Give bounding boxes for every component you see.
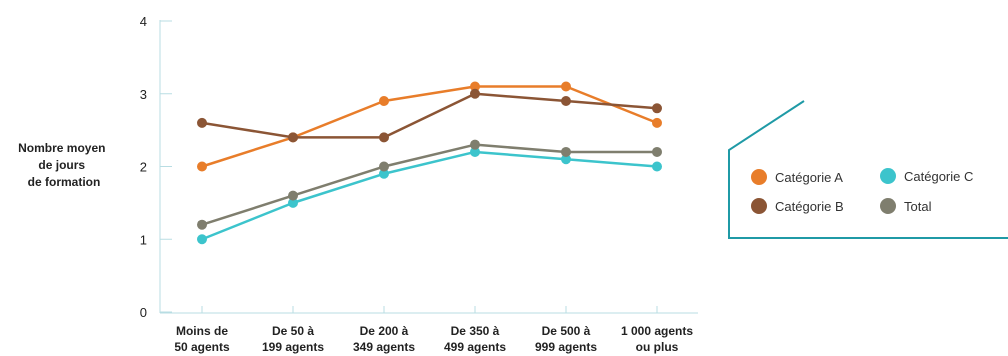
x-tick-label: De 500 à 999 agents	[535, 324, 597, 354]
legend-marker	[751, 169, 767, 185]
x-tick-label-line: De 200 à	[360, 324, 409, 338]
x-tick-label-line: 199 agents	[262, 340, 324, 354]
series-line	[201, 150, 658, 241]
data-point	[470, 139, 480, 150]
data-point	[652, 117, 662, 128]
y-axis-label: Nombre moyen de jours de formation	[18, 139, 110, 189]
data-point	[652, 146, 662, 157]
legend-marker	[880, 168, 896, 184]
y-axis-label-line: de formation	[28, 175, 101, 189]
data-point	[652, 161, 662, 172]
data-point	[652, 103, 662, 114]
legend-item: Total	[880, 198, 932, 214]
x-tick-label-line: De 350 à	[451, 324, 500, 338]
legend-frame	[728, 100, 1008, 239]
data-point	[561, 96, 571, 107]
y-tick-label: 4	[140, 14, 147, 29]
x-tick-label-line: 999 agents	[535, 340, 597, 354]
x-tick-label-line: ou plus	[636, 340, 679, 354]
data-point	[379, 161, 389, 172]
x-tick-label-line: 50 agents	[174, 340, 230, 354]
legend-item: Catégorie B	[751, 198, 844, 214]
series-line	[201, 92, 658, 139]
x-tick-label: De 200 à 349 agents	[353, 324, 415, 354]
x-tick-label-line: De 500 à	[542, 324, 591, 338]
y-axis-label-line: de jours	[38, 158, 85, 172]
data-point	[470, 81, 480, 92]
legend-marker	[880, 198, 896, 214]
legend-item: Catégorie C	[880, 168, 973, 184]
x-tick-label-line: Moins de	[176, 324, 228, 338]
data-point	[197, 234, 207, 245]
x-axis-ticks: Moins de 50 agents De 50 à 199 agents De 200…	[174, 306, 693, 354]
legend-label: Catégorie A	[775, 170, 843, 185]
data-point	[288, 190, 298, 201]
y-axis-label-line: Nombre moyen	[18, 141, 105, 155]
x-tick-label: De 350 à 499 agents	[444, 324, 506, 354]
data-point	[470, 88, 480, 99]
x-tick-label: Moins de 50 agents	[174, 324, 230, 354]
data-point	[197, 117, 207, 128]
legend-label: Total	[904, 199, 932, 214]
y-tick-label: 0	[140, 305, 147, 320]
x-tick-label-line: De 50 à	[272, 324, 314, 338]
data-point	[379, 132, 389, 143]
x-tick-label-line: 349 agents	[353, 340, 415, 354]
data-point	[288, 197, 298, 208]
data-point	[197, 161, 207, 172]
legend-item: Catégorie A	[751, 169, 843, 185]
data-point	[561, 154, 571, 165]
legend-label: Catégorie C	[904, 169, 973, 184]
series-line	[201, 85, 658, 168]
data-point	[470, 146, 480, 157]
legend-label: Catégorie B	[775, 199, 844, 214]
x-tick-label: De 50 à 199 agents	[262, 324, 324, 354]
data-point	[379, 168, 389, 179]
y-tick-label: 1	[140, 232, 147, 247]
series-line	[201, 143, 657, 226]
series-layer	[197, 81, 662, 245]
y-axis-ticks: 0 1 2 3 4	[140, 14, 172, 320]
data-point	[197, 219, 207, 230]
x-tick-label: 1 000 agents ou plus	[621, 324, 693, 354]
data-point	[288, 132, 298, 143]
data-point	[561, 146, 571, 157]
x-tick-label-line: 1 000 agents	[621, 324, 693, 338]
data-point	[379, 96, 389, 107]
y-tick-label: 3	[140, 87, 147, 102]
x-tick-label-line: 499 agents	[444, 340, 506, 354]
data-point	[561, 81, 571, 92]
y-tick-label: 2	[140, 160, 147, 175]
legend-marker	[751, 198, 767, 214]
legend: Catégorie A Catégorie B Catégorie C Tota…	[751, 168, 973, 214]
